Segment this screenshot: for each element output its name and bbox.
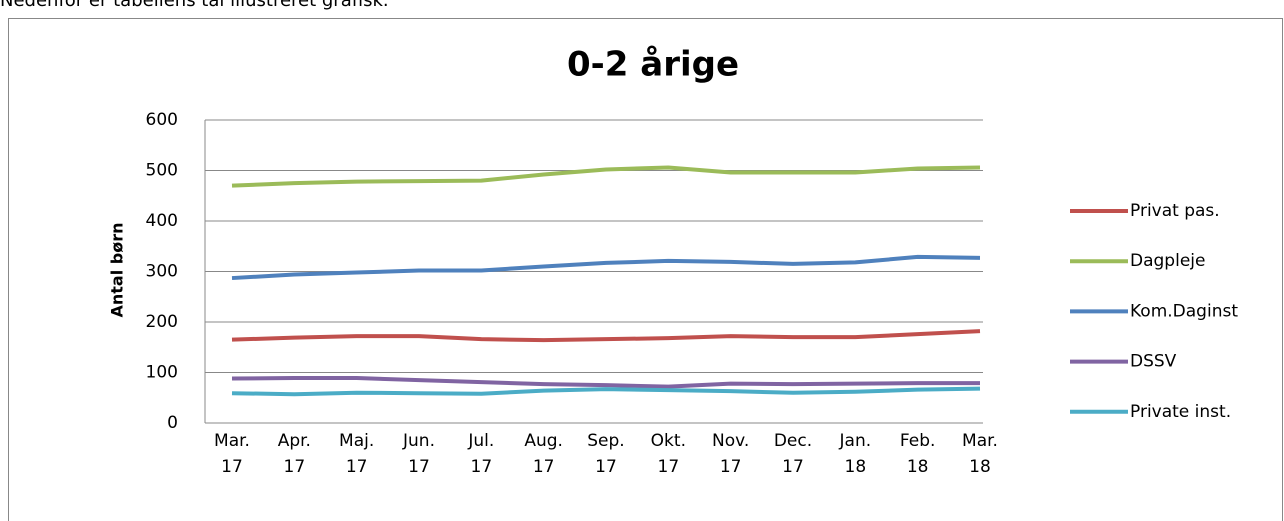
x-tick-label: Maj. 17 [339, 431, 375, 477]
y-tick-label: 500 [146, 161, 178, 181]
x-tick-label: Mar. 17 [214, 431, 250, 477]
y-tick-label: 400 [146, 211, 178, 231]
line-series [231, 329, 981, 343]
y-tick-label: 300 [146, 262, 178, 282]
y-tick-label: 600 [146, 110, 178, 130]
line-series [231, 386, 981, 397]
chart-title: 0-2 årige [567, 45, 739, 85]
x-tick-label: Jun. 17 [403, 431, 435, 477]
y-axis-label: Antal børn [108, 223, 127, 318]
x-tick-label: Okt. 17 [650, 431, 686, 477]
y-tick-label: 0 [167, 413, 178, 433]
x-tick-label: Jul. 17 [468, 431, 495, 477]
y-tick-label: 200 [146, 312, 178, 332]
line-series [231, 254, 981, 281]
legend-label: DSSV [1130, 352, 1177, 372]
y-tick-label: 100 [146, 363, 178, 383]
x-tick-label: Dec. 17 [773, 431, 813, 477]
legend-label: Kom.Daginst [1130, 301, 1238, 321]
legend-label: Privat pas. [1130, 201, 1220, 221]
intro-text: Nedenfor er tabellens tal illustreret gr… [0, 0, 389, 11]
x-tick-label: Feb. 18 [899, 431, 936, 477]
line-series [231, 165, 981, 188]
x-tick-label: Apr. 17 [277, 431, 311, 477]
x-tick-label: Nov. 17 [712, 431, 750, 477]
chart-border [8, 18, 1283, 521]
x-tick-label: Mar. 18 [962, 431, 998, 477]
legend-label: Dagpleje [1130, 251, 1205, 271]
line-series [231, 376, 980, 389]
x-tick-label: Aug. 17 [524, 431, 563, 477]
legend-label: Private inst. [1130, 402, 1231, 422]
x-tick-label: Jan. 18 [839, 431, 872, 477]
x-tick-label: Sep. 17 [587, 431, 625, 477]
